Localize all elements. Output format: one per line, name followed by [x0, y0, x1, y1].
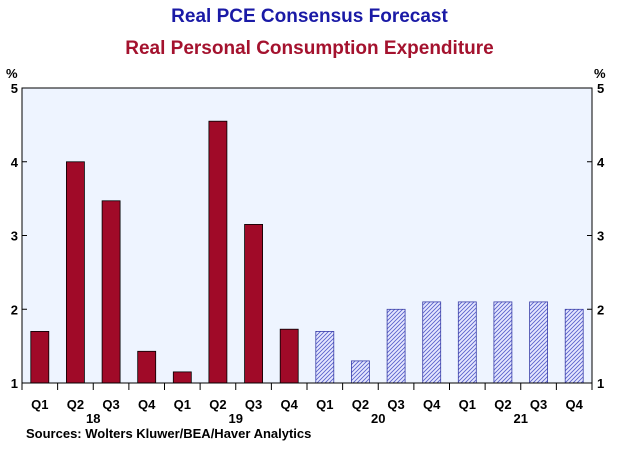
- bar-forecast: [350, 360, 370, 384]
- y-unit-left: %: [6, 66, 18, 81]
- year-label: 19: [229, 411, 243, 426]
- x-tick-label: Q3: [387, 397, 404, 412]
- bar-actual: [279, 328, 299, 384]
- chart-subtitle: Real Personal Consumption Expenditure: [125, 38, 494, 59]
- chart-title: Real PCE Consensus Forecast: [171, 6, 448, 27]
- x-tick-label: Q4: [281, 397, 299, 412]
- bar-forecast: [564, 308, 584, 384]
- x-tick-label: Q4: [138, 397, 156, 412]
- bar-actual: [137, 350, 157, 384]
- year-label: 18: [86, 411, 100, 426]
- bar-forecast: [493, 301, 513, 384]
- y-tick-label-left: 1: [11, 376, 18, 391]
- source-note: Sources: Wolters Kluwer/BEA/Haver Analyt…: [26, 426, 312, 441]
- bar-forecast: [315, 330, 335, 384]
- x-tick-label: Q2: [67, 397, 84, 412]
- year-label: 20: [371, 411, 385, 426]
- bar-forecast: [422, 301, 442, 384]
- x-tick-label: Q4: [566, 397, 584, 412]
- y-tick-label-left: 5: [11, 81, 18, 96]
- y-unit-right: %: [594, 66, 606, 81]
- x-tick-label: Q1: [174, 397, 191, 412]
- y-tick-label-left: 3: [11, 229, 18, 244]
- x-tick-label: Q1: [459, 397, 476, 412]
- x-tick-label: Q2: [352, 397, 369, 412]
- bar-actual: [244, 223, 264, 384]
- y-tick-label-right: 2: [597, 302, 604, 317]
- y-tick-label-left: 4: [11, 155, 19, 170]
- x-tick-label: Q1: [316, 397, 333, 412]
- bar-actual: [208, 120, 228, 384]
- x-tick-label: Q2: [494, 397, 511, 412]
- x-tick-label: Q3: [530, 397, 547, 412]
- bar-actual: [101, 200, 121, 384]
- y-tick-label-right: 4: [597, 155, 605, 170]
- bar-actual: [66, 161, 85, 384]
- bar-actual: [172, 371, 192, 384]
- x-tick-label: Q4: [423, 397, 441, 412]
- y-tick-label-right: 5: [597, 81, 604, 96]
- bar-forecast: [529, 301, 548, 384]
- year-label: 21: [514, 411, 528, 426]
- bar-forecast: [457, 301, 477, 384]
- x-tick-label: Q1: [31, 397, 48, 412]
- y-tick-label-left: 2: [11, 302, 18, 317]
- bar-actual: [30, 330, 50, 384]
- x-tick-label: Q2: [209, 397, 226, 412]
- x-tick-label: Q3: [102, 397, 119, 412]
- y-tick-label-right: 3: [597, 229, 604, 244]
- x-tick-label: Q3: [245, 397, 262, 412]
- bar-forecast: [386, 308, 406, 384]
- y-tick-label-right: 1: [597, 376, 604, 391]
